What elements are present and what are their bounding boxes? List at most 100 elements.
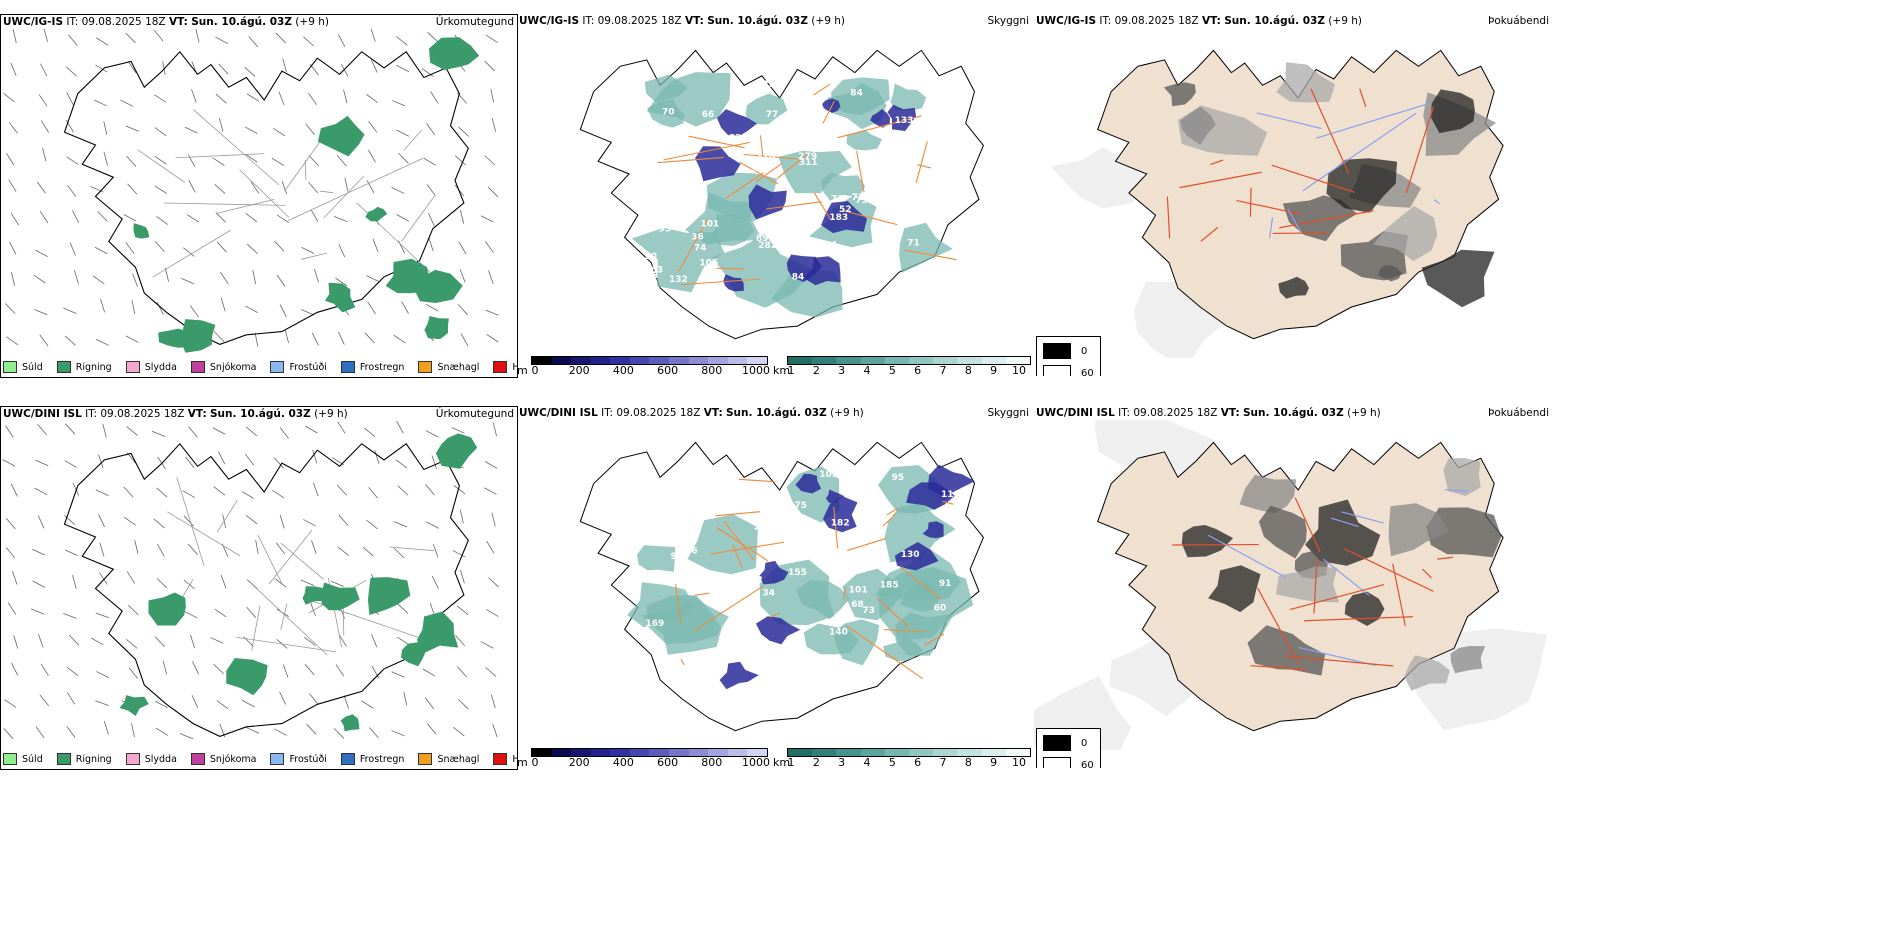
wind-barb: [303, 36, 315, 47]
fog-indicator-area: [1388, 503, 1450, 557]
wind-barb: [336, 484, 347, 496]
cloud-base-value: 26: [645, 272, 658, 282]
wind-barb: [37, 634, 44, 648]
wind-barb: [393, 548, 405, 559]
wind-barb: [275, 542, 286, 555]
wind-barb: [426, 184, 436, 196]
legend-label: Slydda: [144, 361, 177, 373]
wind-barb: [371, 634, 378, 648]
wind-barb: [127, 61, 137, 74]
precip-legend-item: Snæhagl: [418, 361, 479, 373]
wind-barb: [371, 665, 380, 679]
wind-barb: [391, 187, 405, 194]
road-line: [725, 172, 764, 199]
wind-barb: [432, 544, 439, 558]
cloud-base-panel-row2: UWC/DINI ISL IT: 09.08.2025 18Z VT: Sun.…: [517, 406, 1032, 768]
cloud-base-value: 91: [939, 579, 952, 589]
wind-barb: [216, 241, 227, 253]
wind-barb: [366, 519, 378, 530]
wind-barb: [254, 332, 259, 347]
legend-swatch: [270, 753, 285, 765]
precip-header-row1: UWC/IG-IS IT: 09.08.2025 18Z VT: Sun. 10…: [3, 16, 329, 28]
colorbar-tick: 200: [568, 756, 590, 768]
fog-indicator-area: [1326, 158, 1397, 213]
wind-barb: [273, 457, 284, 469]
precip-legend-item: Snjókoma: [190, 361, 256, 373]
cloud-base-value: 76: [701, 586, 714, 596]
wind-barb: [396, 64, 410, 73]
cloud-base-value: 126: [757, 152, 776, 162]
wind-barb: [11, 271, 15, 286]
wind-barb: [64, 549, 79, 557]
wind-barb: [426, 521, 439, 529]
road-line: [216, 198, 275, 214]
colorbar-unit: km: [773, 364, 791, 376]
wind-barb: [338, 244, 346, 258]
wind-barb: [426, 303, 439, 312]
wind-barb: [458, 241, 467, 255]
colorbar-tick: 200: [568, 364, 590, 376]
wind-barb: [6, 153, 15, 166]
wind-barb: [40, 120, 49, 133]
colorbar-tick: 7: [939, 364, 947, 376]
colorbar-bin: [708, 749, 728, 756]
sea-fog-area: [1094, 420, 1216, 473]
cloud-base-value: 140: [829, 628, 848, 638]
colorbar-bin: [629, 357, 650, 364]
wind-barb: [368, 487, 378, 499]
cloud-header-row2: UWC/DINI ISL IT: 09.08.2025 18Z VT: Sun.…: [519, 407, 864, 419]
colorbar-tick: 1: [787, 756, 795, 768]
wind-barb: [37, 423, 47, 436]
wind-barb: [13, 635, 19, 649]
road-line: [1437, 556, 1453, 560]
wind-barb: [186, 214, 200, 223]
wind-barb: [457, 304, 468, 316]
wind-barb: [97, 211, 108, 222]
wind-barb: [278, 91, 285, 106]
fog-indicator-area: [1275, 566, 1340, 603]
colorbar-bin: [610, 749, 630, 756]
wind-barb: [188, 426, 198, 438]
wind-barb: [99, 572, 108, 585]
wind-barb: [245, 153, 258, 163]
river-line: [1207, 534, 1287, 579]
low-visibility-area: [846, 129, 883, 151]
colorbar-bin: [669, 749, 689, 756]
colorbar-bin: [727, 357, 748, 364]
wind-barb: [274, 240, 285, 252]
road-line: [1310, 88, 1350, 175]
precip-map-row2: [2, 421, 499, 740]
road-line: [882, 512, 897, 527]
cloud-base-value: 79: [679, 559, 692, 569]
cloud-base-value: 73: [862, 606, 875, 616]
legend-swatch: [340, 753, 355, 765]
wind-barb: [2, 459, 16, 467]
wind-barb: [184, 126, 198, 134]
cloud-base-value: 132: [669, 275, 688, 285]
legend-label: Frostúði: [289, 753, 327, 765]
wind-barb: [391, 730, 405, 737]
road-line: [1272, 232, 1328, 235]
colorbar-tick: 600: [657, 756, 679, 768]
wind-barb: [246, 727, 260, 734]
wind-barb: [40, 663, 49, 676]
rain-area: [325, 282, 356, 313]
wind-barb: [393, 334, 406, 344]
cloud-base-value: 122: [744, 575, 763, 585]
road-line: [1200, 226, 1219, 242]
precip-legend-item: Frostúði: [270, 361, 327, 373]
wind-barb: [392, 100, 406, 107]
wind-barb: [66, 692, 76, 705]
precip-map-row1: [3, 29, 499, 353]
low-cloud-base-area: [795, 473, 822, 494]
cloud-base-value: 311: [799, 158, 818, 168]
cloud-base-value: 73: [789, 129, 802, 139]
road-line: [693, 585, 764, 632]
rain-area: [302, 586, 324, 605]
rain-area: [133, 223, 150, 239]
fog-indicator-area: [1163, 82, 1196, 107]
wind-barb: [279, 304, 287, 318]
colorbar-bin: [649, 749, 670, 756]
wind-barb: [214, 183, 226, 194]
cloud-base-value: 101: [701, 219, 720, 229]
